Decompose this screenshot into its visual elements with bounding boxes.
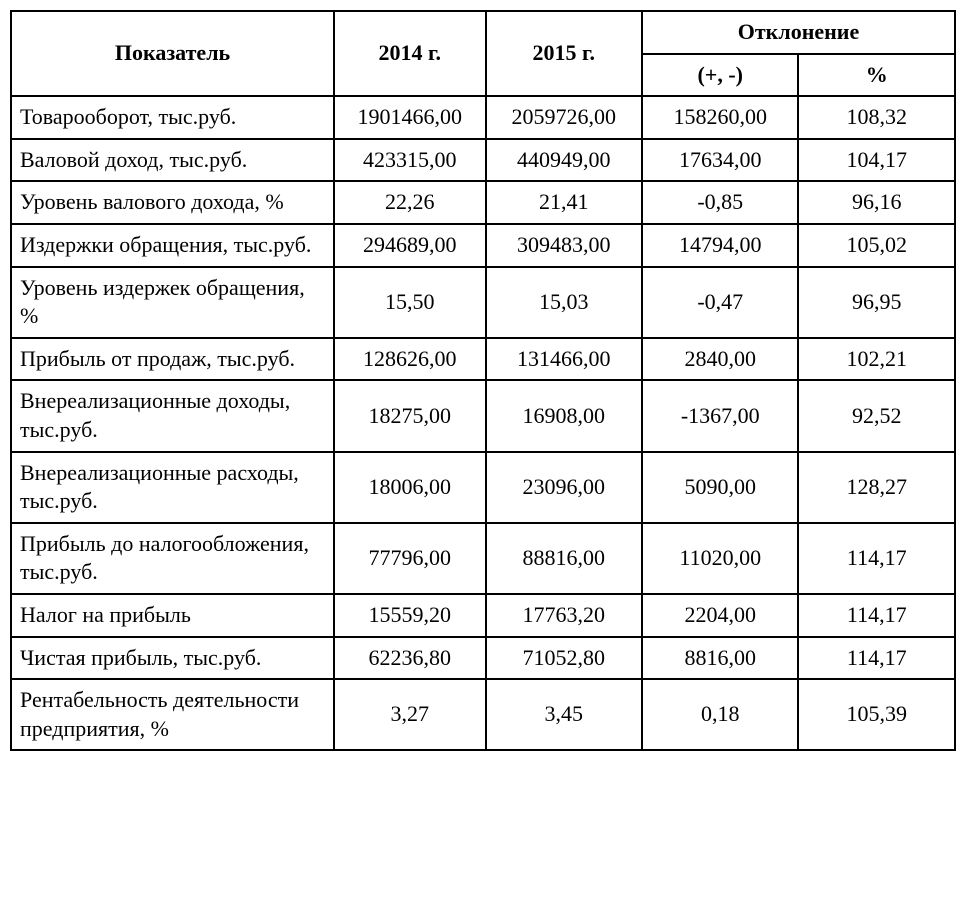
cell-2015: 2059726,00 [486, 96, 642, 139]
cell-2015: 71052,80 [486, 637, 642, 680]
table-row: Издержки обращения, тыс.руб. 294689,00 3… [11, 224, 955, 267]
cell-dev-abs: 5090,00 [642, 452, 798, 523]
financial-indicators-table: Показатель 2014 г. 2015 г. Отклонение (+… [10, 10, 956, 751]
cell-dev-abs: -0,85 [642, 181, 798, 224]
cell-label: Внереализационные расходы, тыс.руб. [11, 452, 334, 523]
table-row: Прибыль от продаж, тыс.руб. 128626,00 13… [11, 338, 955, 381]
table-row: Чистая прибыль, тыс.руб. 62236,80 71052,… [11, 637, 955, 680]
cell-dev-abs: 17634,00 [642, 139, 798, 182]
cell-dev-pct: 108,32 [798, 96, 955, 139]
cell-dev-abs: 14794,00 [642, 224, 798, 267]
cell-label: Издержки обращения, тыс.руб. [11, 224, 334, 267]
cell-dev-abs: 11020,00 [642, 523, 798, 594]
table-body: Товарооборот, тыс.руб. 1901466,00 205972… [11, 96, 955, 750]
cell-2014: 3,27 [334, 679, 485, 750]
cell-2014: 1901466,00 [334, 96, 485, 139]
cell-label: Уровень валового дохода, % [11, 181, 334, 224]
cell-dev-abs: 158260,00 [642, 96, 798, 139]
cell-dev-pct: 92,52 [798, 380, 955, 451]
cell-2015: 131466,00 [486, 338, 642, 381]
col-header-deviation: Отклонение [642, 11, 955, 54]
cell-label: Внереализационные доходы, тыс.руб. [11, 380, 334, 451]
cell-2015: 309483,00 [486, 224, 642, 267]
cell-label: Уровень издержек обращения, % [11, 267, 334, 338]
cell-dev-pct: 114,17 [798, 523, 955, 594]
cell-2015: 16908,00 [486, 380, 642, 451]
cell-2014: 18275,00 [334, 380, 485, 451]
cell-2014: 294689,00 [334, 224, 485, 267]
cell-dev-pct: 114,17 [798, 594, 955, 637]
table-row: Уровень валового дохода, % 22,26 21,41 -… [11, 181, 955, 224]
cell-dev-abs: 0,18 [642, 679, 798, 750]
cell-2014: 423315,00 [334, 139, 485, 182]
cell-dev-abs: -0,47 [642, 267, 798, 338]
cell-2015: 23096,00 [486, 452, 642, 523]
cell-label: Налог на прибыль [11, 594, 334, 637]
table-header: Показатель 2014 г. 2015 г. Отклонение (+… [11, 11, 955, 96]
table-row: Уровень издержек обращения, % 15,50 15,0… [11, 267, 955, 338]
cell-dev-abs: 2840,00 [642, 338, 798, 381]
table-row: Валовой доход, тыс.руб. 423315,00 440949… [11, 139, 955, 182]
cell-2015: 3,45 [486, 679, 642, 750]
cell-2014: 18006,00 [334, 452, 485, 523]
cell-dev-pct: 96,16 [798, 181, 955, 224]
table-row: Товарооборот, тыс.руб. 1901466,00 205972… [11, 96, 955, 139]
cell-dev-pct: 114,17 [798, 637, 955, 680]
cell-2015: 440949,00 [486, 139, 642, 182]
col-header-deviation-pct: % [798, 54, 955, 97]
table-row: Внереализационные расходы, тыс.руб. 1800… [11, 452, 955, 523]
cell-2014: 22,26 [334, 181, 485, 224]
cell-dev-abs: 2204,00 [642, 594, 798, 637]
table-row: Внереализационные доходы, тыс.руб. 18275… [11, 380, 955, 451]
cell-2014: 62236,80 [334, 637, 485, 680]
table-row: Налог на прибыль 15559,20 17763,20 2204,… [11, 594, 955, 637]
cell-dev-abs: -1367,00 [642, 380, 798, 451]
cell-2015: 88816,00 [486, 523, 642, 594]
table-row: Прибыль до налогообложения, тыс.руб. 777… [11, 523, 955, 594]
cell-label: Прибыль от продаж, тыс.руб. [11, 338, 334, 381]
col-header-2015: 2015 г. [486, 11, 642, 96]
cell-label: Валовой доход, тыс.руб. [11, 139, 334, 182]
col-header-2014: 2014 г. [334, 11, 485, 96]
cell-dev-pct: 102,21 [798, 338, 955, 381]
cell-dev-pct: 105,39 [798, 679, 955, 750]
col-header-deviation-abs: (+, -) [642, 54, 798, 97]
cell-dev-pct: 128,27 [798, 452, 955, 523]
cell-2015: 21,41 [486, 181, 642, 224]
cell-2014: 15559,20 [334, 594, 485, 637]
cell-dev-pct: 105,02 [798, 224, 955, 267]
cell-label: Прибыль до налогообложения, тыс.руб. [11, 523, 334, 594]
col-header-indicator: Показатель [11, 11, 334, 96]
cell-label: Товарооборот, тыс.руб. [11, 96, 334, 139]
cell-dev-abs: 8816,00 [642, 637, 798, 680]
cell-dev-pct: 96,95 [798, 267, 955, 338]
cell-2014: 77796,00 [334, 523, 485, 594]
table-row: Рентабельность деятельности предприятия,… [11, 679, 955, 750]
cell-label: Чистая прибыль, тыс.руб. [11, 637, 334, 680]
cell-2014: 128626,00 [334, 338, 485, 381]
cell-2015: 17763,20 [486, 594, 642, 637]
cell-2014: 15,50 [334, 267, 485, 338]
cell-dev-pct: 104,17 [798, 139, 955, 182]
cell-label: Рентабельность деятельности предприятия,… [11, 679, 334, 750]
cell-2015: 15,03 [486, 267, 642, 338]
